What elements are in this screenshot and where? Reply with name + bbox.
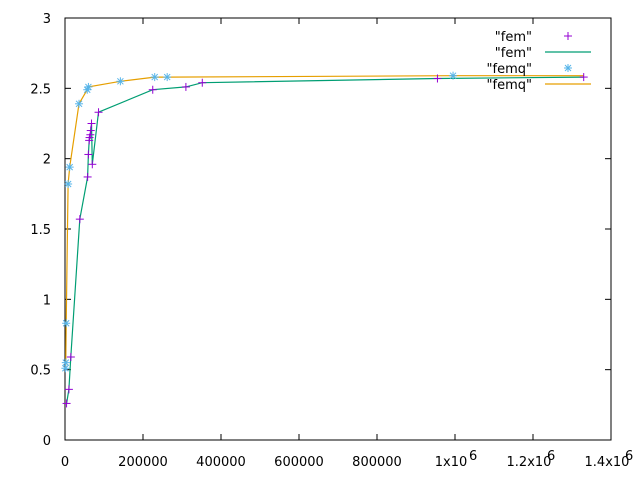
y-tick-label: 1.5 [30,223,51,238]
series-line-1 [66,76,584,404]
data-point-plus [433,74,442,83]
x-tick-label: 800000 [352,455,402,470]
x-tick-label: 400000 [196,455,246,470]
data-point-plus [62,399,71,408]
data-point-star [61,364,70,373]
legend: "fem""fem""femq""femq" [487,30,591,93]
legend-label: "fem" [495,46,532,61]
series-lines [64,75,584,404]
data-point-star [84,82,93,91]
x-tick-exponent: 6 [469,449,477,464]
x-tick-label: 0 [61,455,69,470]
data-point-plus [86,126,95,135]
data-point-star [564,64,572,72]
data-point-plus [66,353,75,362]
x-tick-label: 1x10 [435,455,468,470]
data-point-star [116,77,125,86]
data-point-star [62,319,71,328]
data-point-star [64,179,73,188]
x-tick-label: 1.4x10 [585,455,630,470]
axis-ticks [64,17,612,441]
legend-label: "fem" [495,30,532,45]
data-point-plus [198,78,207,87]
legend-label: "femq" [487,78,532,93]
data-point-plus [148,85,157,94]
data-point-star [163,73,172,82]
data-point-star [449,71,458,80]
data-point-plus [87,119,96,128]
data-point-plus [181,82,190,91]
y-tick-label: 2.5 [30,82,51,97]
legend-label: "femq" [487,62,532,77]
y-tick-label: 3 [43,12,51,27]
x-tick-exponent: 6 [625,449,633,464]
x-tick-label: 600000 [274,455,324,470]
data-point-plus [83,172,92,181]
series-points [61,71,588,408]
x-tick-label: 200000 [118,455,168,470]
data-point-star [75,99,84,108]
data-point-plus [579,73,588,82]
x-tick-exponent: 6 [547,449,555,464]
y-tick-label: 0 [43,434,51,449]
y-tick-label: 2 [43,153,51,168]
data-point-star [150,73,159,82]
data-point-plus [564,32,572,40]
x-tick-label: 1.2x10 [507,455,552,470]
y-tick-label: 1 [43,293,51,308]
data-point-plus [75,215,84,224]
data-point-plus [88,160,97,169]
series-line-3 [64,75,584,369]
data-point-plus [84,150,93,159]
data-point-star [61,358,70,367]
data-point-star [65,163,74,172]
data-point-plus [94,108,103,117]
data-point-plus [64,385,73,394]
y-tick-label: 0.5 [30,364,51,379]
